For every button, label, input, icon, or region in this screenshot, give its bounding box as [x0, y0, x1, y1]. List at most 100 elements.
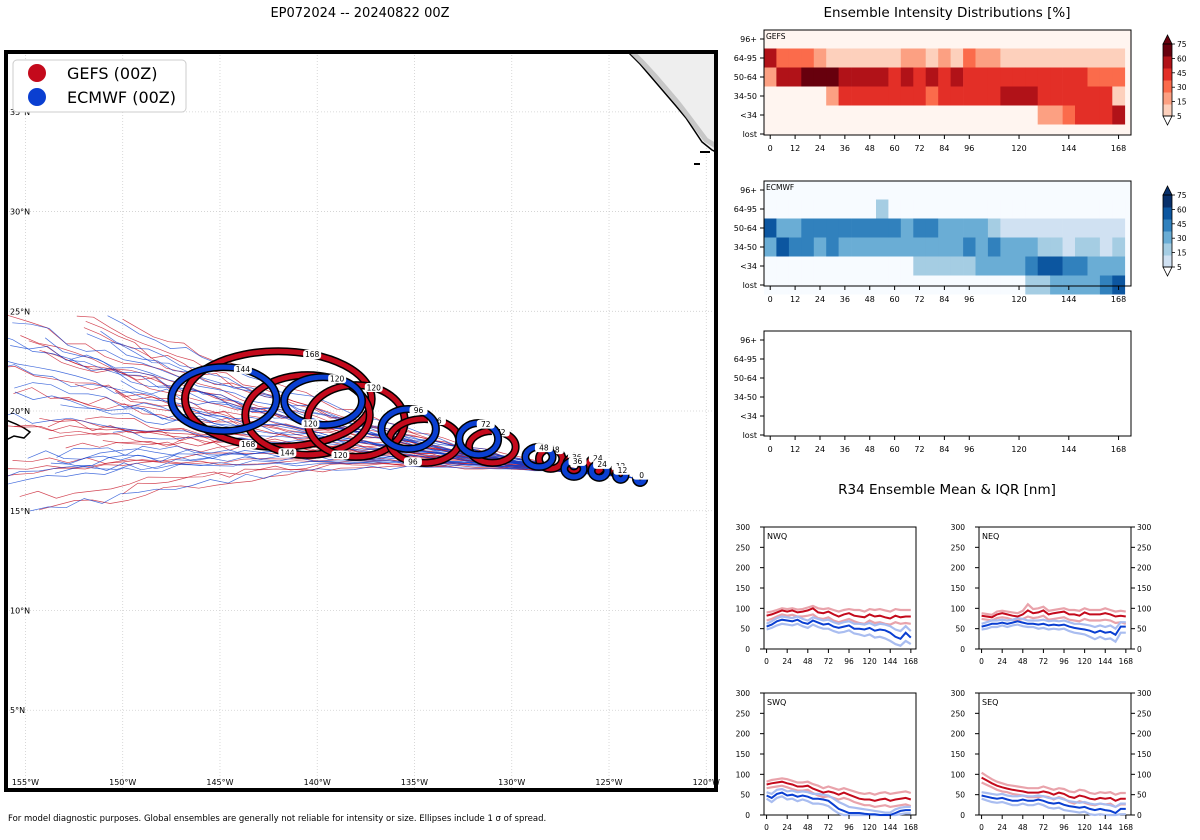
- heatmap-cell: [838, 199, 852, 219]
- r34-panel-seq: SEQ 0 0 50 50 100 100 150 150 200 200 250 250 300 300 0…: [951, 689, 1152, 832]
- heatmap-cell: [863, 86, 877, 106]
- r34-y-tick: 250: [736, 543, 751, 552]
- lon-label: 125°W: [595, 778, 622, 787]
- r34-x-tick: 120: [1077, 657, 1092, 666]
- r34-y-tick: 150: [951, 584, 966, 593]
- heatmap-x-tick: 96: [964, 445, 974, 454]
- heatmap-cell: [851, 199, 864, 219]
- heatmap-cell: [1075, 86, 1088, 106]
- r34-x-tick: 168: [1119, 657, 1134, 666]
- map-title: EP072024 -- 20240822 00Z: [270, 6, 449, 21]
- heatmap-cell: [925, 105, 939, 125]
- heatmap-cell: [1037, 256, 1051, 276]
- heatmap-cell: [764, 256, 777, 276]
- heatmap-cell: [888, 275, 902, 295]
- heatmap-cell: [1012, 105, 1026, 125]
- heatmap-cell: [813, 256, 827, 276]
- heatmap-cell: [813, 48, 827, 68]
- heatmap-cell: [925, 48, 939, 68]
- colorbar-tick: 75: [1177, 40, 1187, 49]
- heatmap-cell: [950, 199, 964, 219]
- r34-x-tick: 48: [803, 657, 813, 666]
- heatmap-cell: [913, 237, 927, 257]
- ecmwf-ellipse-label: 24: [597, 460, 607, 469]
- heatmap-cell: [764, 218, 777, 238]
- colorbar-tick: 30: [1177, 234, 1187, 243]
- heatmap-cell: [900, 256, 914, 276]
- heatmap-x-tick: 36: [840, 445, 850, 454]
- r34-series-gefs-iqr-hi: [766, 604, 911, 614]
- heatmap-cell: [826, 199, 839, 219]
- r34-quadrant-label: NEQ: [982, 532, 999, 541]
- r34-x-tick: 24: [782, 657, 792, 666]
- heatmap-cell: [1062, 67, 1076, 87]
- heatmap-row-label: 50-64: [734, 73, 757, 82]
- r34-x-tick: 72: [824, 823, 834, 832]
- heatmap-cell: [950, 218, 964, 238]
- heatmap-cell: [801, 275, 815, 295]
- heatmap-cell: [813, 218, 827, 238]
- heatmap-cell: [913, 256, 927, 276]
- r34-y-tick: 0: [1137, 645, 1142, 654]
- heatmap-cell: [1000, 218, 1014, 238]
- r34-y-tick: 0: [1137, 811, 1142, 820]
- heatmap-cell: [764, 199, 777, 219]
- heatmap-cell: [801, 105, 815, 125]
- r34-y-tick: 150: [736, 750, 751, 759]
- heatmap-cell: [1075, 199, 1088, 219]
- heatmap-x-tick: 60: [890, 295, 900, 304]
- heatmap-cell: [801, 67, 815, 87]
- legend-marker-gefs: [28, 64, 46, 82]
- r34-y-tick: 0: [960, 811, 965, 820]
- heatmap-cell: [925, 86, 939, 106]
- ecmwf-ellipse-12: 12: [611, 465, 632, 484]
- heatmap-cell: [788, 218, 802, 238]
- ecmwf_intensity-colorbar: 75 60 45 30 15 5: [1162, 185, 1187, 277]
- heatmap-cell: [1012, 275, 1026, 295]
- heatmap-x-tick: 36: [840, 144, 850, 153]
- r34-y-tick: 250: [951, 543, 966, 552]
- r34-y-tick: 50: [955, 625, 965, 634]
- heatmap-cell: [888, 237, 902, 257]
- heatmap-cell: [851, 105, 864, 125]
- heatmap-cell: [987, 48, 1001, 68]
- heatmap-cell: [851, 218, 864, 238]
- gefs-ellipse-label: 144: [280, 449, 295, 458]
- heatmap-cell: [975, 256, 989, 276]
- colorbar-tick: 60: [1177, 54, 1187, 63]
- heatmap-cell: [801, 199, 815, 219]
- heatmap-row-label: 34-50: [734, 92, 757, 101]
- heatmap-x-tick: 24: [815, 144, 825, 153]
- heatmap-cell: [975, 237, 989, 257]
- longitude-labels: 155°W 150°W 145°W 140°W 135°W 130°W 125°W 120°W: [12, 778, 720, 787]
- heatmap-cell: [1037, 86, 1051, 106]
- r34-x-tick: 120: [862, 657, 877, 666]
- colorbar-tick: 30: [1177, 83, 1187, 92]
- heatmap-cell: [1062, 237, 1076, 257]
- heatmap-cell: [863, 275, 877, 295]
- heatmap-x-tick: 12: [790, 144, 800, 153]
- heatmap-cell: [876, 275, 889, 295]
- r34-series-ecmwf-mean: [981, 620, 1126, 637]
- r34-quadrant-label: SEQ: [982, 698, 998, 707]
- heatmap-cell: [963, 199, 976, 219]
- heatmap-cell: [975, 218, 989, 238]
- heatmap-cell: [925, 199, 939, 219]
- spread-ellipses: 1681681441441201209696724836241201441201…: [167, 347, 651, 487]
- heatmap-cell: [925, 218, 939, 238]
- colorbar-tick: 75: [1177, 191, 1187, 200]
- heatmap-cell: [1000, 256, 1014, 276]
- heatmap-cell: [1000, 48, 1014, 68]
- heatmap-cell: [1075, 256, 1088, 276]
- r34-y-tick: 50: [1137, 625, 1147, 634]
- r34-y-tick: 200: [1137, 564, 1152, 573]
- heatmap-row-label: <34: [740, 412, 757, 421]
- heatmap-x-tick: 96: [964, 295, 974, 304]
- heatmap-cell: [838, 256, 852, 276]
- lon-label: 140°W: [304, 778, 331, 787]
- heatmap-cell: [1012, 256, 1026, 276]
- heatmap-cell: [1050, 237, 1063, 257]
- heatmap-cell: [863, 256, 877, 276]
- heatmap-cell: [1012, 237, 1026, 257]
